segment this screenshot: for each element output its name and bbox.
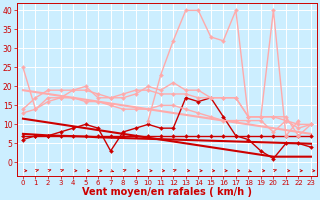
X-axis label: Vent moyen/en rafales ( km/h ): Vent moyen/en rafales ( km/h ) [82,187,252,197]
